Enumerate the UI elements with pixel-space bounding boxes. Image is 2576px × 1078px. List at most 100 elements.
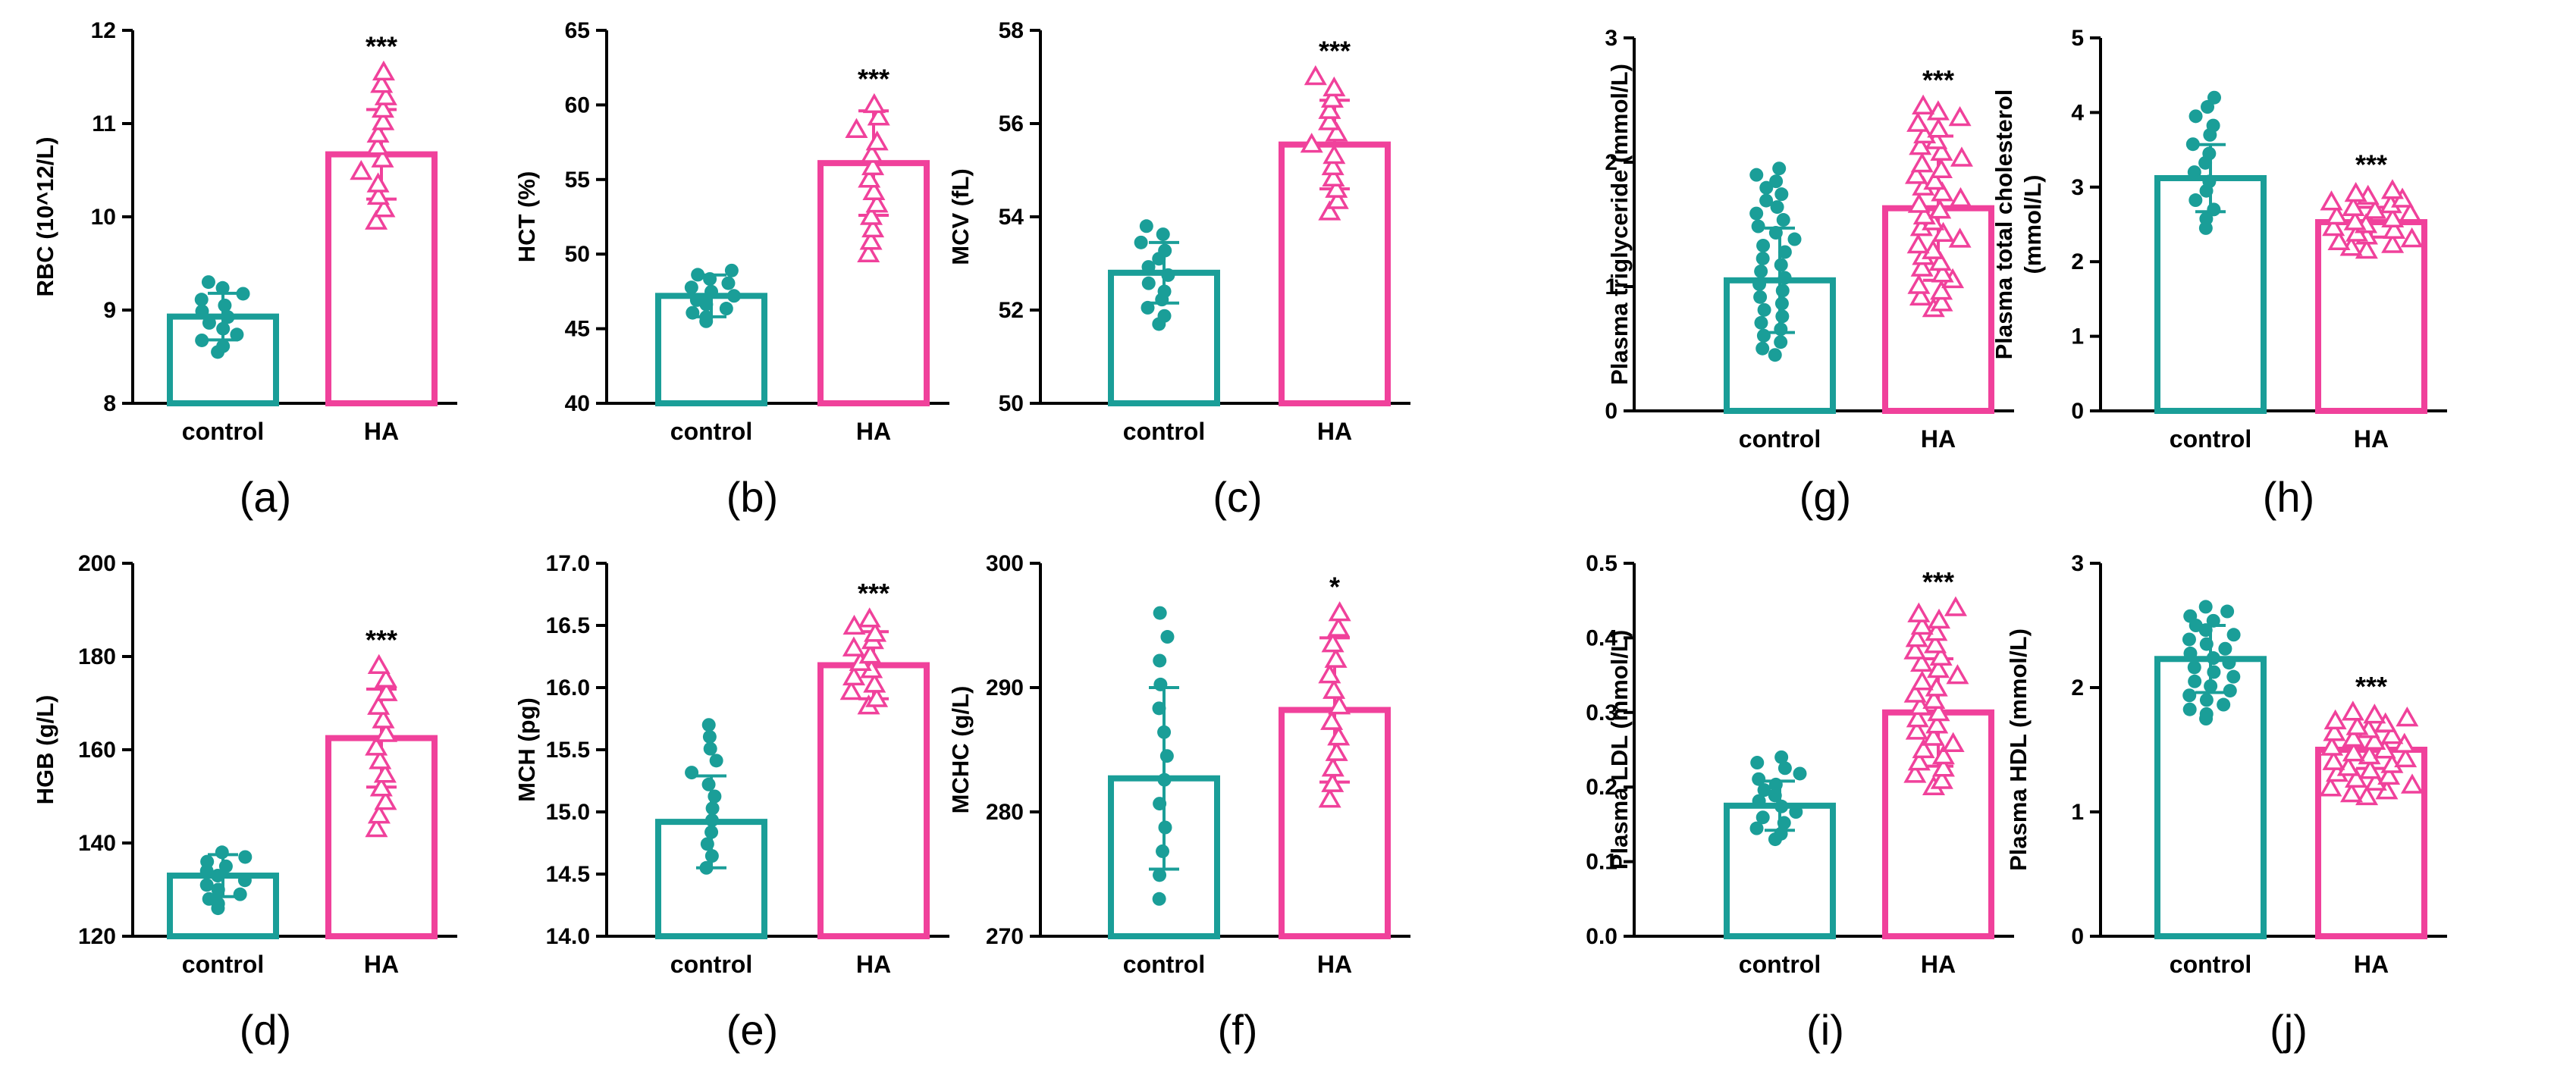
data-point-control xyxy=(2206,651,2220,666)
data-point-ha xyxy=(2342,741,2365,762)
data-point-control xyxy=(1793,766,1807,781)
data-point-control xyxy=(2198,600,2213,614)
data-point-ha xyxy=(2355,238,2378,259)
x-category-label: HA xyxy=(856,951,891,978)
data-point-control xyxy=(2204,678,2218,693)
y-tick-label: 58 xyxy=(999,18,1024,43)
data-point-ha xyxy=(371,98,394,118)
data-point-control xyxy=(1776,213,1790,227)
data-point-ha xyxy=(858,644,882,664)
chart-panel: 40 45 50 55 60 65 HCT (%) control HA *** (b) xyxy=(513,18,949,521)
data-point-control xyxy=(726,289,741,303)
data-point-control xyxy=(2199,693,2214,707)
significance-marker: *** xyxy=(858,578,890,609)
data-point-control xyxy=(1770,200,1784,215)
y-axis-title: MCHC (g/L) xyxy=(947,686,974,814)
data-point-ha xyxy=(1324,647,1348,668)
data-point-control xyxy=(2220,604,2235,619)
data-point-control xyxy=(709,754,723,768)
data-point-ha xyxy=(2358,744,2381,765)
x-category-label: HA xyxy=(1317,951,1352,978)
y-axis-title: MCH (pg) xyxy=(513,697,540,802)
data-point-ha xyxy=(2363,729,2386,751)
data-point-ha xyxy=(2327,230,2351,250)
data-point-ha xyxy=(1929,645,1953,666)
data-point-ha xyxy=(861,217,885,238)
y-tick-label: 50 xyxy=(565,242,590,267)
significance-marker: *** xyxy=(366,30,397,61)
data-point-ha xyxy=(372,197,396,218)
data-point-ha xyxy=(864,622,887,642)
data-point-control xyxy=(1141,260,1156,274)
chart-panel: 0 1 2 3 Plasma HDL (mmol/L) control HA *** (j) xyxy=(2005,551,2447,1054)
y-tick-label: 120 xyxy=(78,924,116,949)
data-point-ha xyxy=(859,205,883,225)
data-point-control xyxy=(2207,90,2221,105)
y-tick-label: 3 xyxy=(1605,26,1617,51)
data-point-ha xyxy=(2399,202,2422,222)
data-point-control xyxy=(719,302,733,316)
data-point-ha xyxy=(1328,601,1351,622)
data-point-ha xyxy=(365,735,388,756)
data-point-ha xyxy=(2400,773,2424,794)
data-point-control xyxy=(1159,749,1174,763)
data-point-ha xyxy=(2380,724,2404,744)
data-point-ha xyxy=(2342,196,2365,216)
data-point-control xyxy=(2182,632,2196,647)
data-point-ha xyxy=(365,817,388,838)
data-point-ha xyxy=(863,672,886,693)
data-point-control xyxy=(1139,219,1153,233)
data-point-control xyxy=(195,333,209,347)
y-axis-title: Plasma triglyceride (mmol/L) xyxy=(1606,64,1633,385)
data-point-ha xyxy=(1904,164,1928,184)
y-tick-label: 15.5 xyxy=(546,738,590,763)
x-category-label: HA xyxy=(2354,951,2389,978)
data-point-ha xyxy=(366,172,390,193)
y-tick-label: 1 xyxy=(1605,274,1617,299)
chart-panel: 50 52 54 56 58 MCV (fL) control HA *** (c) xyxy=(947,18,1410,521)
significance-marker: *** xyxy=(1922,64,1954,96)
data-point-ha xyxy=(2394,747,2418,768)
data-point-ha xyxy=(859,230,883,250)
data-point-control xyxy=(2187,165,2201,180)
data-point-control xyxy=(2206,118,2220,133)
data-point-control xyxy=(2189,109,2203,124)
y-tick-label: 140 xyxy=(78,831,116,856)
data-point-ha xyxy=(2320,190,2343,211)
data-point-ha xyxy=(1320,710,1344,730)
data-point-control xyxy=(1153,677,1168,691)
data-point-control xyxy=(702,729,717,744)
data-point-ha xyxy=(862,180,886,200)
y-tick-label: 1 xyxy=(2071,800,2084,825)
data-point-ha xyxy=(1910,152,1934,173)
data-point-ha xyxy=(865,687,889,707)
data-point-control xyxy=(1757,783,1771,798)
data-point-control xyxy=(238,850,253,864)
x-category-label: control xyxy=(1739,951,1821,978)
data-point-control xyxy=(1774,335,1788,349)
y-tick-label: 0 xyxy=(2071,924,2084,949)
data-point-ha xyxy=(374,85,397,105)
x-category-label: HA xyxy=(1317,418,1352,445)
data-point-ha xyxy=(861,155,885,176)
data-point-control xyxy=(703,741,717,756)
data-point-control xyxy=(691,268,705,282)
y-tick-label: 270 xyxy=(986,924,1024,949)
data-point-control xyxy=(703,272,717,286)
data-point-ha xyxy=(2400,227,2424,248)
data-point-ha xyxy=(370,73,394,93)
data-point-ha xyxy=(2339,782,2363,803)
data-point-ha xyxy=(1922,239,1945,259)
x-category-label: HA xyxy=(1921,951,1956,978)
data-point-control xyxy=(211,882,225,897)
data-point-ha xyxy=(367,694,391,715)
data-point-ha xyxy=(2383,218,2406,239)
data-point-ha xyxy=(1949,186,1972,208)
data-point-ha xyxy=(1931,262,1954,283)
panel-label: (j) xyxy=(2270,1006,2308,1054)
data-point-control xyxy=(2183,609,2198,623)
significance-marker: *** xyxy=(858,63,890,94)
data-point-ha xyxy=(366,122,390,143)
panel-label: (e) xyxy=(726,1006,778,1054)
data-point-control xyxy=(218,298,232,312)
